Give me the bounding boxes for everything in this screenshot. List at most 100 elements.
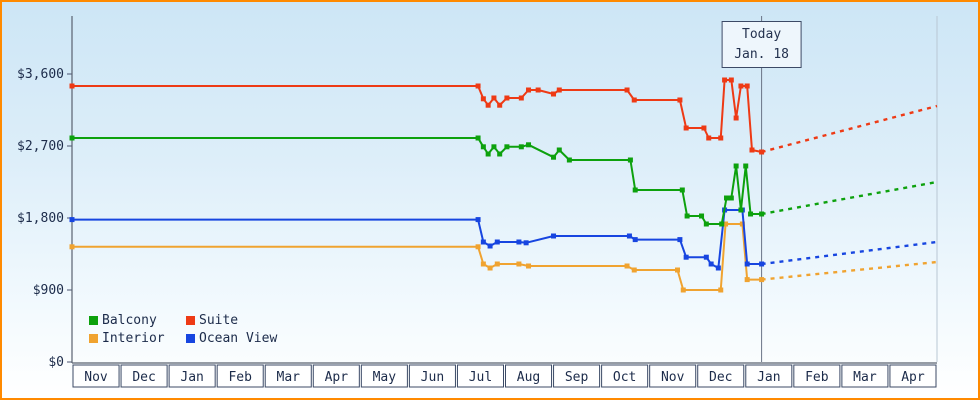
point-marker-balcony — [518, 144, 524, 150]
point-marker-suite — [733, 115, 739, 121]
point-marker-suite — [551, 91, 557, 97]
point-marker-suite — [526, 87, 532, 93]
legend-swatch-interior — [89, 334, 98, 343]
point-marker-suite — [497, 102, 503, 108]
point-marker-interior — [494, 261, 500, 267]
point-marker-suite — [677, 97, 683, 103]
point-marker-interior — [723, 221, 729, 227]
point-marker-ocean_view — [683, 254, 689, 260]
month-label: Feb — [805, 370, 829, 385]
point-marker-ocean_view — [632, 237, 638, 243]
month-label: May — [373, 370, 397, 385]
point-marker-balcony — [566, 157, 572, 163]
y-tick-label: $900 — [33, 283, 64, 298]
point-marker-balcony — [551, 154, 557, 160]
y-tick-label: $0 — [48, 355, 64, 370]
point-marker-suite — [631, 97, 637, 103]
series-line-balcony — [72, 137, 762, 225]
point-marker-suite — [706, 135, 712, 141]
point-marker-suite — [749, 147, 755, 153]
point-marker-suite — [518, 95, 524, 101]
legend-item-ocean_view: Ocean View — [186, 331, 277, 346]
point-marker-suite — [759, 149, 765, 155]
month-cell — [841, 364, 889, 388]
point-marker-balcony — [504, 144, 510, 150]
point-marker-suite — [491, 95, 497, 101]
month-cell — [745, 364, 793, 388]
month-label: Jan — [180, 370, 203, 385]
legend: Balcony Suite Interior Ocean View — [89, 313, 277, 346]
month-label: Mar — [277, 370, 301, 385]
month-label: Sep — [565, 370, 589, 385]
legend-swatch-suite — [186, 316, 195, 325]
point-marker-suite — [480, 96, 486, 102]
point-marker-balcony — [759, 211, 765, 217]
point-marker-balcony — [491, 144, 497, 150]
legend-label: Suite — [199, 313, 239, 328]
month-cell — [505, 364, 553, 388]
forecast-line-balcony — [761, 180, 938, 216]
point-marker-balcony — [703, 221, 709, 227]
point-marker-interior — [759, 277, 765, 283]
month-label: Jun — [421, 370, 444, 385]
point-marker-balcony — [738, 207, 744, 213]
month-label: Apr — [901, 370, 925, 385]
point-marker-suite — [701, 125, 707, 131]
point-marker-suite — [485, 102, 491, 108]
point-marker-balcony — [748, 211, 754, 217]
point-marker-ocean_view — [487, 243, 493, 249]
month-label: Nov — [84, 370, 108, 385]
month-cell — [264, 364, 312, 388]
point-marker-interior — [675, 267, 680, 273]
point-marker-balcony — [684, 213, 690, 219]
point-marker-balcony — [627, 157, 633, 163]
point-marker-suite — [744, 83, 750, 89]
month-cell — [697, 364, 745, 388]
month-cell — [601, 364, 649, 388]
point-marker-ocean_view — [759, 261, 765, 267]
point-marker-suite — [556, 87, 562, 93]
forecast-line-suite — [761, 104, 938, 154]
point-marker-suite — [535, 87, 541, 93]
today-label: Today Jan. 18 — [721, 21, 802, 68]
series-line-interior — [72, 223, 762, 291]
point-marker-ocean_view — [516, 239, 522, 245]
point-marker-ocean_view — [744, 261, 750, 267]
month-cell — [312, 364, 360, 388]
point-marker-suite — [504, 95, 510, 101]
point-marker-suite — [722, 77, 728, 83]
point-marker-ocean_view — [715, 265, 721, 271]
point-marker-suite — [718, 135, 724, 141]
month-cell — [456, 364, 505, 388]
point-marker-ocean_view — [69, 217, 75, 223]
month-label: Dec — [132, 370, 155, 385]
point-marker-interior — [516, 261, 522, 267]
point-marker-ocean_view — [523, 240, 529, 246]
month-cell — [889, 364, 937, 388]
month-label: Apr — [325, 370, 349, 385]
point-marker-interior — [631, 267, 637, 273]
month-cell — [120, 364, 168, 388]
point-marker-ocean_view — [708, 261, 714, 267]
point-marker-balcony — [475, 135, 481, 141]
point-marker-interior — [69, 244, 75, 250]
legend-label: Balcony — [102, 313, 157, 328]
legend-label: Interior — [102, 331, 165, 346]
month-cell — [793, 364, 841, 388]
month-cell — [649, 364, 697, 388]
legend-label: Ocean View — [199, 331, 278, 346]
legend-item-balcony: Balcony — [89, 313, 186, 328]
point-marker-balcony — [679, 187, 685, 193]
point-marker-suite — [624, 87, 630, 93]
today-label-date: Jan. 18 — [734, 46, 789, 62]
legend-swatch-balcony — [89, 316, 98, 325]
month-cell — [360, 364, 408, 388]
point-marker-interior — [680, 287, 686, 293]
today-label-title: Today — [742, 27, 782, 42]
point-marker-suite — [738, 83, 744, 89]
point-marker-ocean_view — [494, 239, 500, 245]
point-marker-interior — [739, 221, 745, 227]
point-marker-interior — [487, 265, 493, 271]
point-marker-ocean_view — [475, 217, 481, 223]
